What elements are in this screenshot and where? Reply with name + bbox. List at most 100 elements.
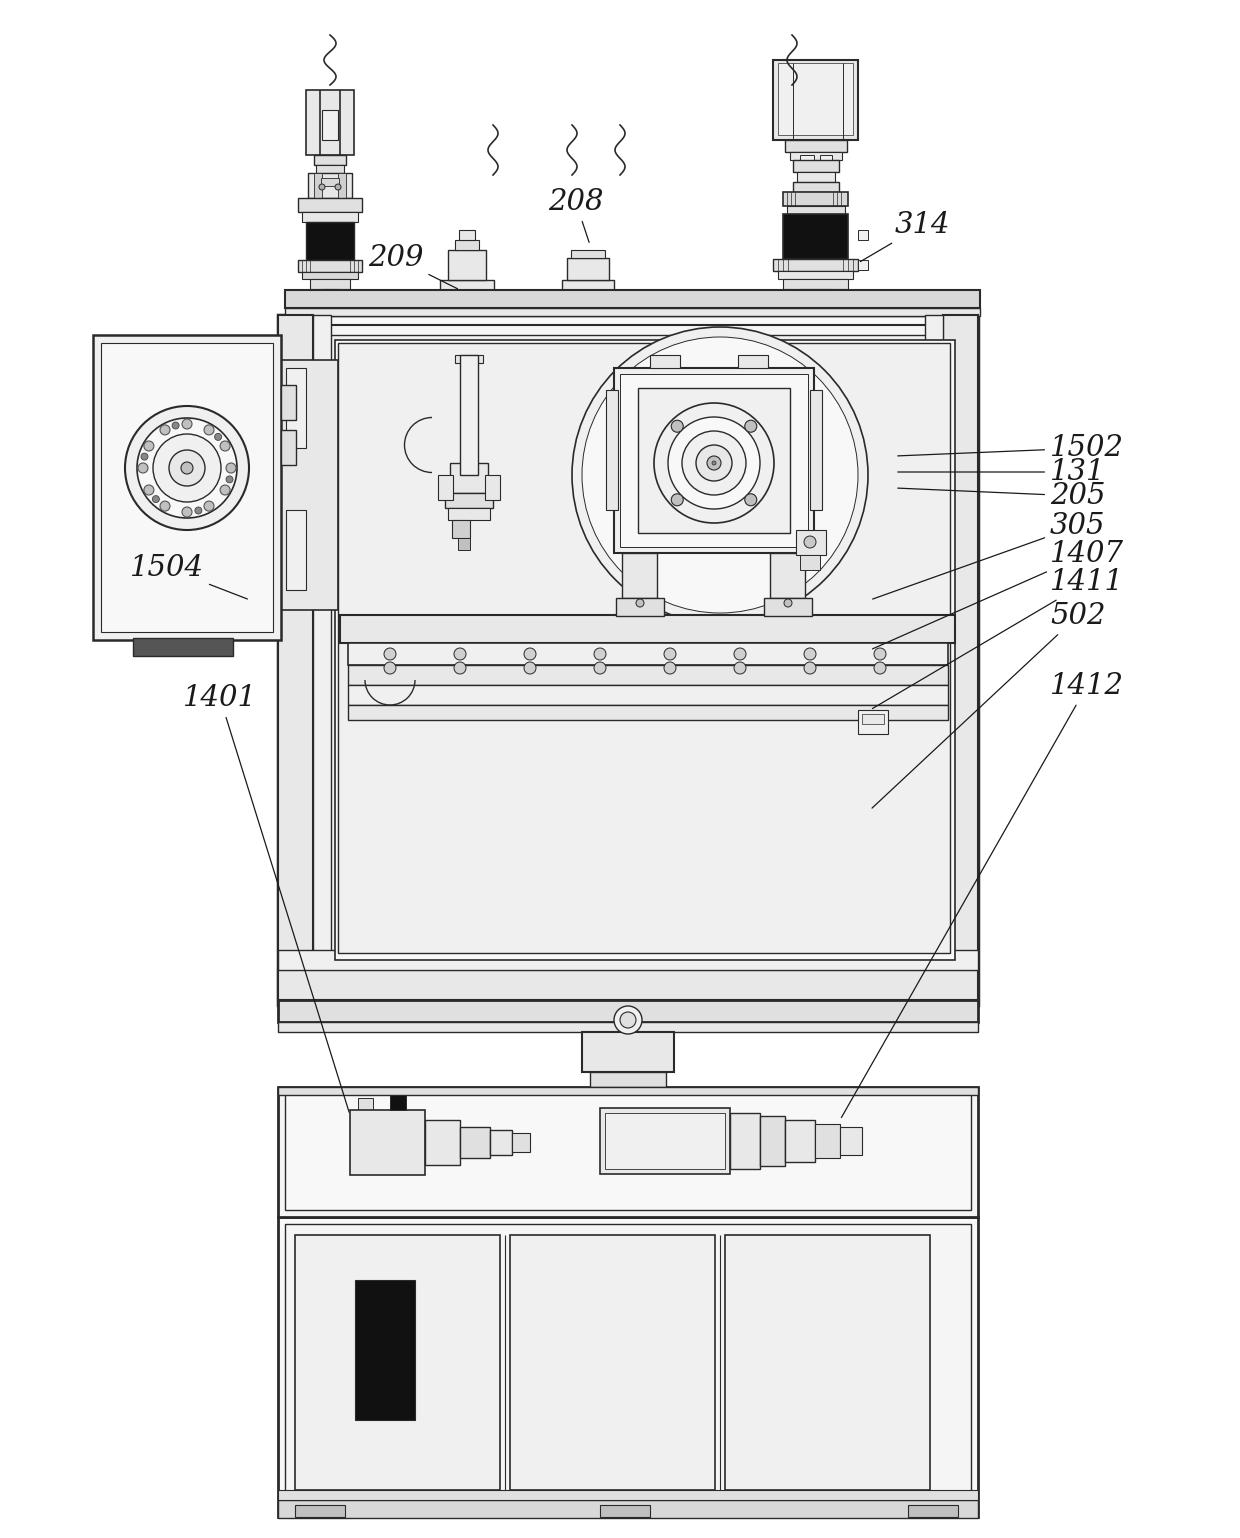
Bar [295,1506,345,1516]
Bar [316,165,343,172]
Text: 1412: 1412 [842,672,1123,1118]
Circle shape [653,403,774,523]
Bar [797,172,835,181]
Circle shape [874,647,887,660]
Bar [322,111,339,140]
Bar [460,355,477,475]
Circle shape [663,661,676,674]
Circle shape [784,598,792,608]
Bar [616,598,663,617]
Bar [455,355,484,363]
Bar [764,598,812,617]
Bar [650,355,680,368]
Circle shape [682,431,746,495]
Bar [858,711,888,734]
Bar [800,155,813,172]
Bar [450,463,489,494]
Bar [773,258,858,271]
Text: 202: 202 [148,471,210,498]
Bar [310,278,350,289]
Bar [455,240,479,251]
Circle shape [663,647,676,660]
Bar [295,1235,500,1490]
Circle shape [141,454,148,460]
Circle shape [804,647,816,660]
Circle shape [125,406,249,531]
Circle shape [182,508,192,517]
Text: 1411: 1411 [873,568,1123,709]
Bar [285,1094,971,1210]
Bar [278,1217,978,1516]
Circle shape [734,647,746,660]
Bar [567,258,609,280]
Bar [348,704,949,720]
Circle shape [144,441,154,451]
Bar [510,1235,715,1490]
Bar [785,140,847,152]
Bar [278,1021,978,1032]
Bar [100,343,273,632]
Bar [794,181,839,192]
Bar [278,970,978,1000]
Bar [858,260,868,271]
Circle shape [671,420,683,432]
Bar [777,63,853,135]
Circle shape [745,494,756,506]
Circle shape [620,1012,636,1027]
Circle shape [454,647,466,660]
Bar [348,684,949,704]
Circle shape [335,185,341,191]
Bar [796,531,826,555]
Bar [286,368,306,448]
Text: 502: 502 [872,601,1106,807]
Bar [438,475,453,500]
Bar [485,475,500,500]
Bar [288,325,966,994]
Circle shape [614,1006,642,1034]
Bar [590,1072,666,1087]
Bar [348,643,949,664]
Circle shape [582,337,858,614]
Bar [810,391,822,511]
Bar [308,172,352,198]
Text: 1504: 1504 [130,554,248,598]
Bar [391,1095,405,1110]
Bar [440,280,494,292]
Circle shape [153,434,221,501]
Circle shape [226,463,236,474]
Circle shape [319,185,325,191]
Bar [298,260,362,272]
Bar [600,1107,730,1173]
Text: 305: 305 [873,512,1106,600]
Circle shape [594,647,606,660]
Circle shape [160,424,170,435]
Bar [785,1120,815,1163]
Text: 1407: 1407 [873,540,1123,649]
Bar [314,155,346,165]
Bar [278,1087,978,1095]
Bar [285,1224,971,1510]
Bar [303,212,358,221]
Bar [600,1506,650,1516]
Circle shape [160,501,170,511]
Circle shape [572,328,868,623]
Bar [278,1490,978,1500]
Bar [348,664,949,684]
Circle shape [804,661,816,674]
Bar [339,172,346,198]
Bar [314,172,322,198]
Bar [350,1110,425,1175]
Text: 1502: 1502 [898,434,1123,461]
Circle shape [221,441,231,451]
Bar [303,272,358,278]
Bar [725,1235,930,1490]
Circle shape [671,494,683,506]
Circle shape [169,451,205,486]
Circle shape [712,461,715,464]
Bar [738,355,768,368]
Bar [925,315,942,1004]
Bar [133,638,233,657]
Bar [298,335,956,980]
Bar [639,388,790,534]
Bar [782,278,848,289]
